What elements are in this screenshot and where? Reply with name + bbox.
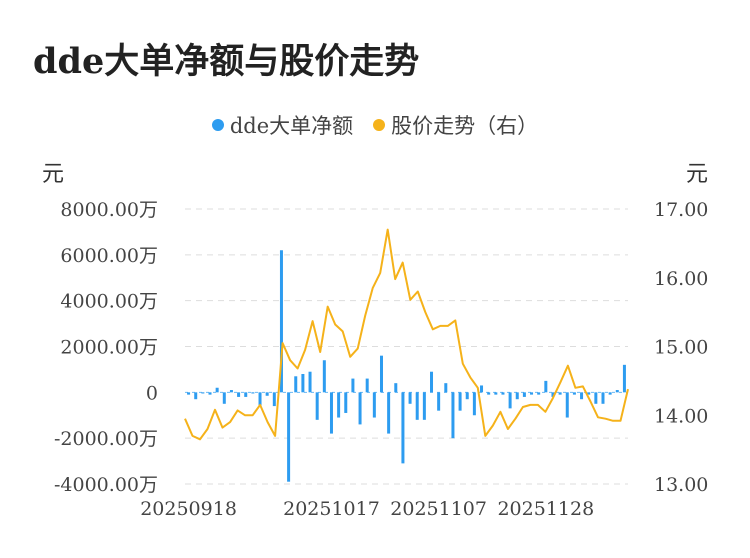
bar: [408, 392, 412, 404]
bar: [272, 392, 276, 407]
bar: [480, 385, 484, 393]
bar: [551, 392, 555, 397]
y-left-tick-label: -2000.00万: [54, 428, 158, 450]
bar: [494, 392, 498, 395]
x-tick-label: 20251128: [497, 498, 594, 520]
bar: [201, 392, 205, 394]
legend-label-bars: dde大单净额: [229, 114, 354, 138]
y-right-tick-label: 15.00: [654, 337, 708, 359]
bar: [401, 392, 405, 464]
x-tick-label: 20251107: [390, 498, 487, 520]
bar: [515, 392, 519, 400]
bar: [508, 392, 512, 409]
bar: [194, 392, 198, 400]
legend: dde大单净额 股价走势（右）: [0, 110, 750, 140]
bar: [415, 392, 419, 420]
bar: [394, 383, 398, 393]
bar: [258, 392, 262, 407]
bar: [329, 392, 333, 434]
y-right-tick-label: 13.00: [654, 474, 708, 496]
legend-line-marker-icon: [373, 119, 386, 131]
bar: [294, 376, 298, 393]
bar: [322, 360, 326, 393]
x-tick-label: 20250918: [140, 498, 237, 520]
y-right-tick-label: 17.00: [654, 199, 708, 221]
bar: [565, 392, 569, 418]
bar: [315, 392, 319, 420]
y-left-tick-label: 4000.00万: [60, 291, 158, 313]
legend-bar-marker-icon: [211, 119, 224, 131]
bar: [572, 392, 576, 395]
bar: [501, 392, 505, 395]
bar: [537, 392, 541, 395]
bar: [458, 392, 462, 411]
legend-item-line[interactable]: 股价走势（右）: [373, 110, 538, 140]
bar: [365, 378, 369, 393]
bar: [615, 390, 619, 393]
bar: [437, 392, 441, 411]
bar: [451, 392, 455, 439]
bar: [229, 390, 233, 393]
y-right-tick-label: 16.00: [654, 268, 708, 290]
bar: [215, 387, 219, 393]
bar: [187, 392, 191, 395]
bar: [308, 371, 312, 393]
y-right-tick-label: 14.00: [654, 405, 708, 427]
bar: [430, 371, 434, 393]
bar: [544, 380, 548, 393]
bar: [237, 392, 241, 397]
bar: [251, 392, 255, 394]
legend-label-line: 股价走势（右）: [391, 114, 539, 138]
bar: [351, 378, 355, 393]
legend-item-bars[interactable]: dde大单净额: [211, 110, 354, 140]
bar: [358, 392, 362, 425]
bar: [622, 364, 626, 393]
bar: [301, 374, 305, 393]
bar: [594, 392, 598, 404]
bar: [344, 392, 348, 413]
bar: [244, 392, 248, 397]
bar: [222, 392, 226, 404]
chart-title: dde大单净额与股价走势: [33, 41, 420, 82]
bar: [422, 392, 426, 420]
bar: [379, 355, 383, 393]
bar: [287, 392, 291, 482]
bar: [337, 392, 341, 418]
bar: [608, 392, 612, 395]
bar: [472, 392, 476, 416]
right-axis-unit: 元: [685, 162, 708, 187]
y-left-tick-label: -4000.00万: [54, 474, 158, 496]
y-left-tick-label: 2000.00万: [60, 337, 158, 359]
bar: [587, 392, 591, 395]
bar: [487, 392, 491, 395]
y-left-tick-label: 6000.00万: [60, 245, 158, 267]
bar: [265, 392, 269, 396]
bar: [601, 392, 605, 404]
bar: [208, 392, 212, 395]
bar: [558, 392, 562, 395]
y-left-tick-label: 8000.00万: [60, 199, 158, 221]
bar: [444, 383, 448, 393]
price-line: [184, 228, 629, 441]
bar: [530, 392, 534, 395]
y-left-tick-label: 0: [146, 382, 158, 404]
bar: [279, 250, 283, 393]
bar: [387, 392, 391, 434]
x-tick-label: 20251017: [283, 498, 380, 520]
bar: [580, 392, 584, 400]
bar: [465, 392, 469, 400]
bar: [372, 392, 376, 418]
left-axis-unit: 元: [42, 162, 65, 187]
bar: [522, 392, 526, 397]
